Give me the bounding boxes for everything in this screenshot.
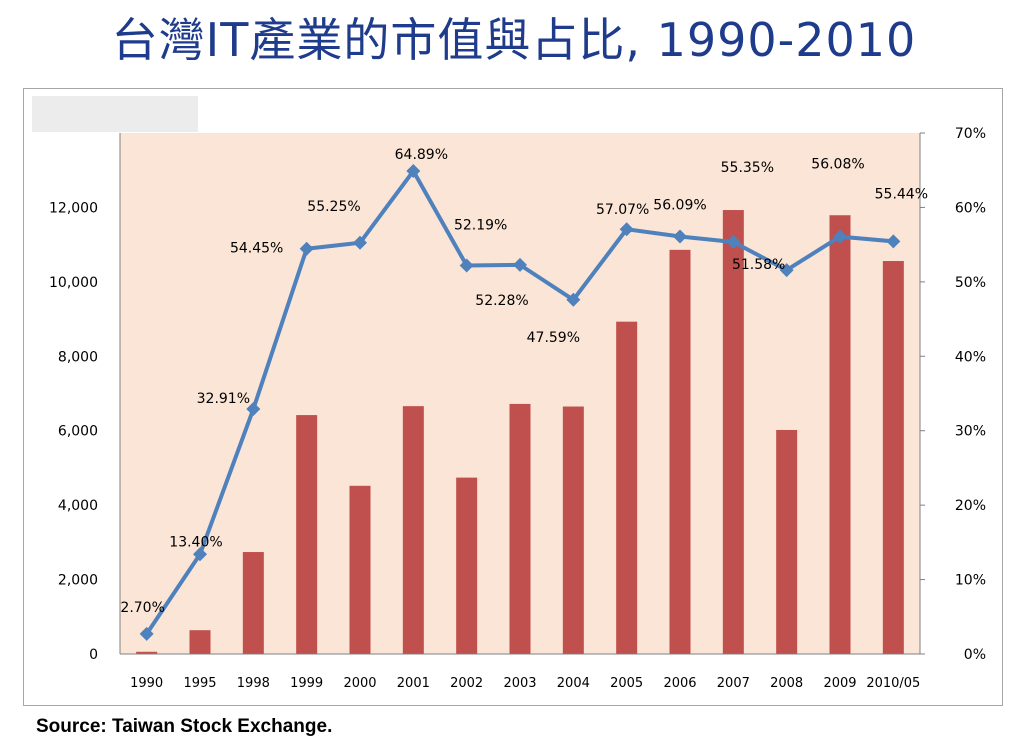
data-label: 51.58% bbox=[732, 257, 785, 273]
data-label: 56.08% bbox=[811, 157, 864, 173]
data-label: 52.28% bbox=[475, 293, 528, 309]
line-point bbox=[619, 222, 634, 237]
y-right-tick-label: 50% bbox=[955, 275, 986, 291]
x-tick-label: 2009 bbox=[823, 676, 856, 691]
bar bbox=[402, 406, 424, 654]
x-tick-label: 2003 bbox=[503, 676, 536, 691]
line-point bbox=[459, 258, 474, 273]
line-point bbox=[566, 292, 581, 307]
bar bbox=[616, 321, 638, 654]
x-tick-label: 2010/05 bbox=[866, 676, 920, 691]
x-tick-label: 2006 bbox=[663, 676, 696, 691]
y-left-tick-label: 10,000 bbox=[49, 275, 98, 291]
data-label: 57.07% bbox=[596, 202, 649, 218]
x-tick-label: 2005 bbox=[610, 676, 643, 691]
y-right-tick-label: 20% bbox=[955, 498, 986, 514]
x-tick-label: 1999 bbox=[290, 676, 323, 691]
y-right-tick-label: 30% bbox=[955, 424, 986, 440]
bar bbox=[242, 552, 264, 654]
y-left-tick-label: 8,000 bbox=[58, 349, 98, 365]
bar bbox=[829, 215, 851, 654]
data-label: 56.09% bbox=[653, 198, 706, 214]
source-note: Source: Taiwan Stock Exchange. bbox=[36, 716, 333, 737]
bar bbox=[349, 485, 371, 654]
bar bbox=[189, 630, 211, 654]
bar bbox=[509, 403, 531, 654]
y-right-tick-label: 70% bbox=[955, 126, 986, 142]
y-right-tick-label: 0% bbox=[964, 647, 986, 663]
y-right-tick-label: 40% bbox=[955, 349, 986, 365]
line-point bbox=[513, 257, 527, 272]
line-point bbox=[833, 229, 847, 244]
bar bbox=[296, 415, 318, 654]
line-point bbox=[139, 626, 154, 641]
data-label: 13.40% bbox=[169, 534, 222, 550]
line-point bbox=[779, 263, 794, 278]
line-point bbox=[246, 402, 261, 417]
data-label: 32.91% bbox=[197, 391, 250, 407]
bar bbox=[669, 249, 691, 655]
bar bbox=[456, 477, 478, 654]
bar bbox=[136, 651, 158, 654]
bar bbox=[722, 210, 744, 654]
y-left-tick-label: 4,000 bbox=[58, 498, 98, 514]
line-point bbox=[353, 235, 367, 250]
bar bbox=[882, 261, 904, 654]
x-tick-label: 2002 bbox=[450, 676, 483, 691]
y-left-tick-label: 0 bbox=[89, 647, 98, 663]
line-point bbox=[726, 235, 741, 250]
line-point bbox=[299, 241, 314, 256]
x-tick-label: 1998 bbox=[237, 676, 270, 691]
x-tick-label: 2008 bbox=[770, 676, 803, 691]
data-label: 64.89% bbox=[395, 147, 448, 163]
y-right-tick-label: 60% bbox=[955, 200, 986, 216]
bar bbox=[562, 406, 584, 654]
chart-title: 台灣IT產業的市值與占比, 1990-2010 bbox=[111, 13, 917, 67]
data-label: 55.35% bbox=[721, 160, 774, 176]
data-label: 47.59% bbox=[527, 330, 580, 346]
data-label: 55.44% bbox=[875, 186, 928, 202]
line-point bbox=[406, 164, 421, 179]
line-point bbox=[673, 229, 687, 244]
line-point bbox=[886, 234, 901, 249]
data-label: 54.45% bbox=[230, 241, 283, 257]
x-tick-label: 1995 bbox=[183, 676, 216, 691]
line-point bbox=[193, 547, 207, 562]
x-tick-label: 2000 bbox=[343, 676, 376, 691]
data-label: 55.25% bbox=[307, 199, 360, 215]
data-label: 52.19% bbox=[454, 218, 507, 234]
y-right-tick-label: 10% bbox=[955, 573, 986, 589]
bar bbox=[776, 429, 798, 654]
x-tick-label: 1990 bbox=[130, 676, 163, 691]
y-left-tick-label: 2,000 bbox=[58, 573, 98, 589]
x-tick-label: 2004 bbox=[557, 676, 590, 691]
x-tick-label: 2007 bbox=[717, 676, 750, 691]
legend-placeholder bbox=[32, 96, 198, 132]
data-label: 2.70% bbox=[120, 600, 164, 616]
y-left-tick-label: 6,000 bbox=[58, 424, 98, 440]
x-tick-label: 2001 bbox=[397, 676, 430, 691]
y-left-tick-label: 12,000 bbox=[49, 200, 98, 216]
